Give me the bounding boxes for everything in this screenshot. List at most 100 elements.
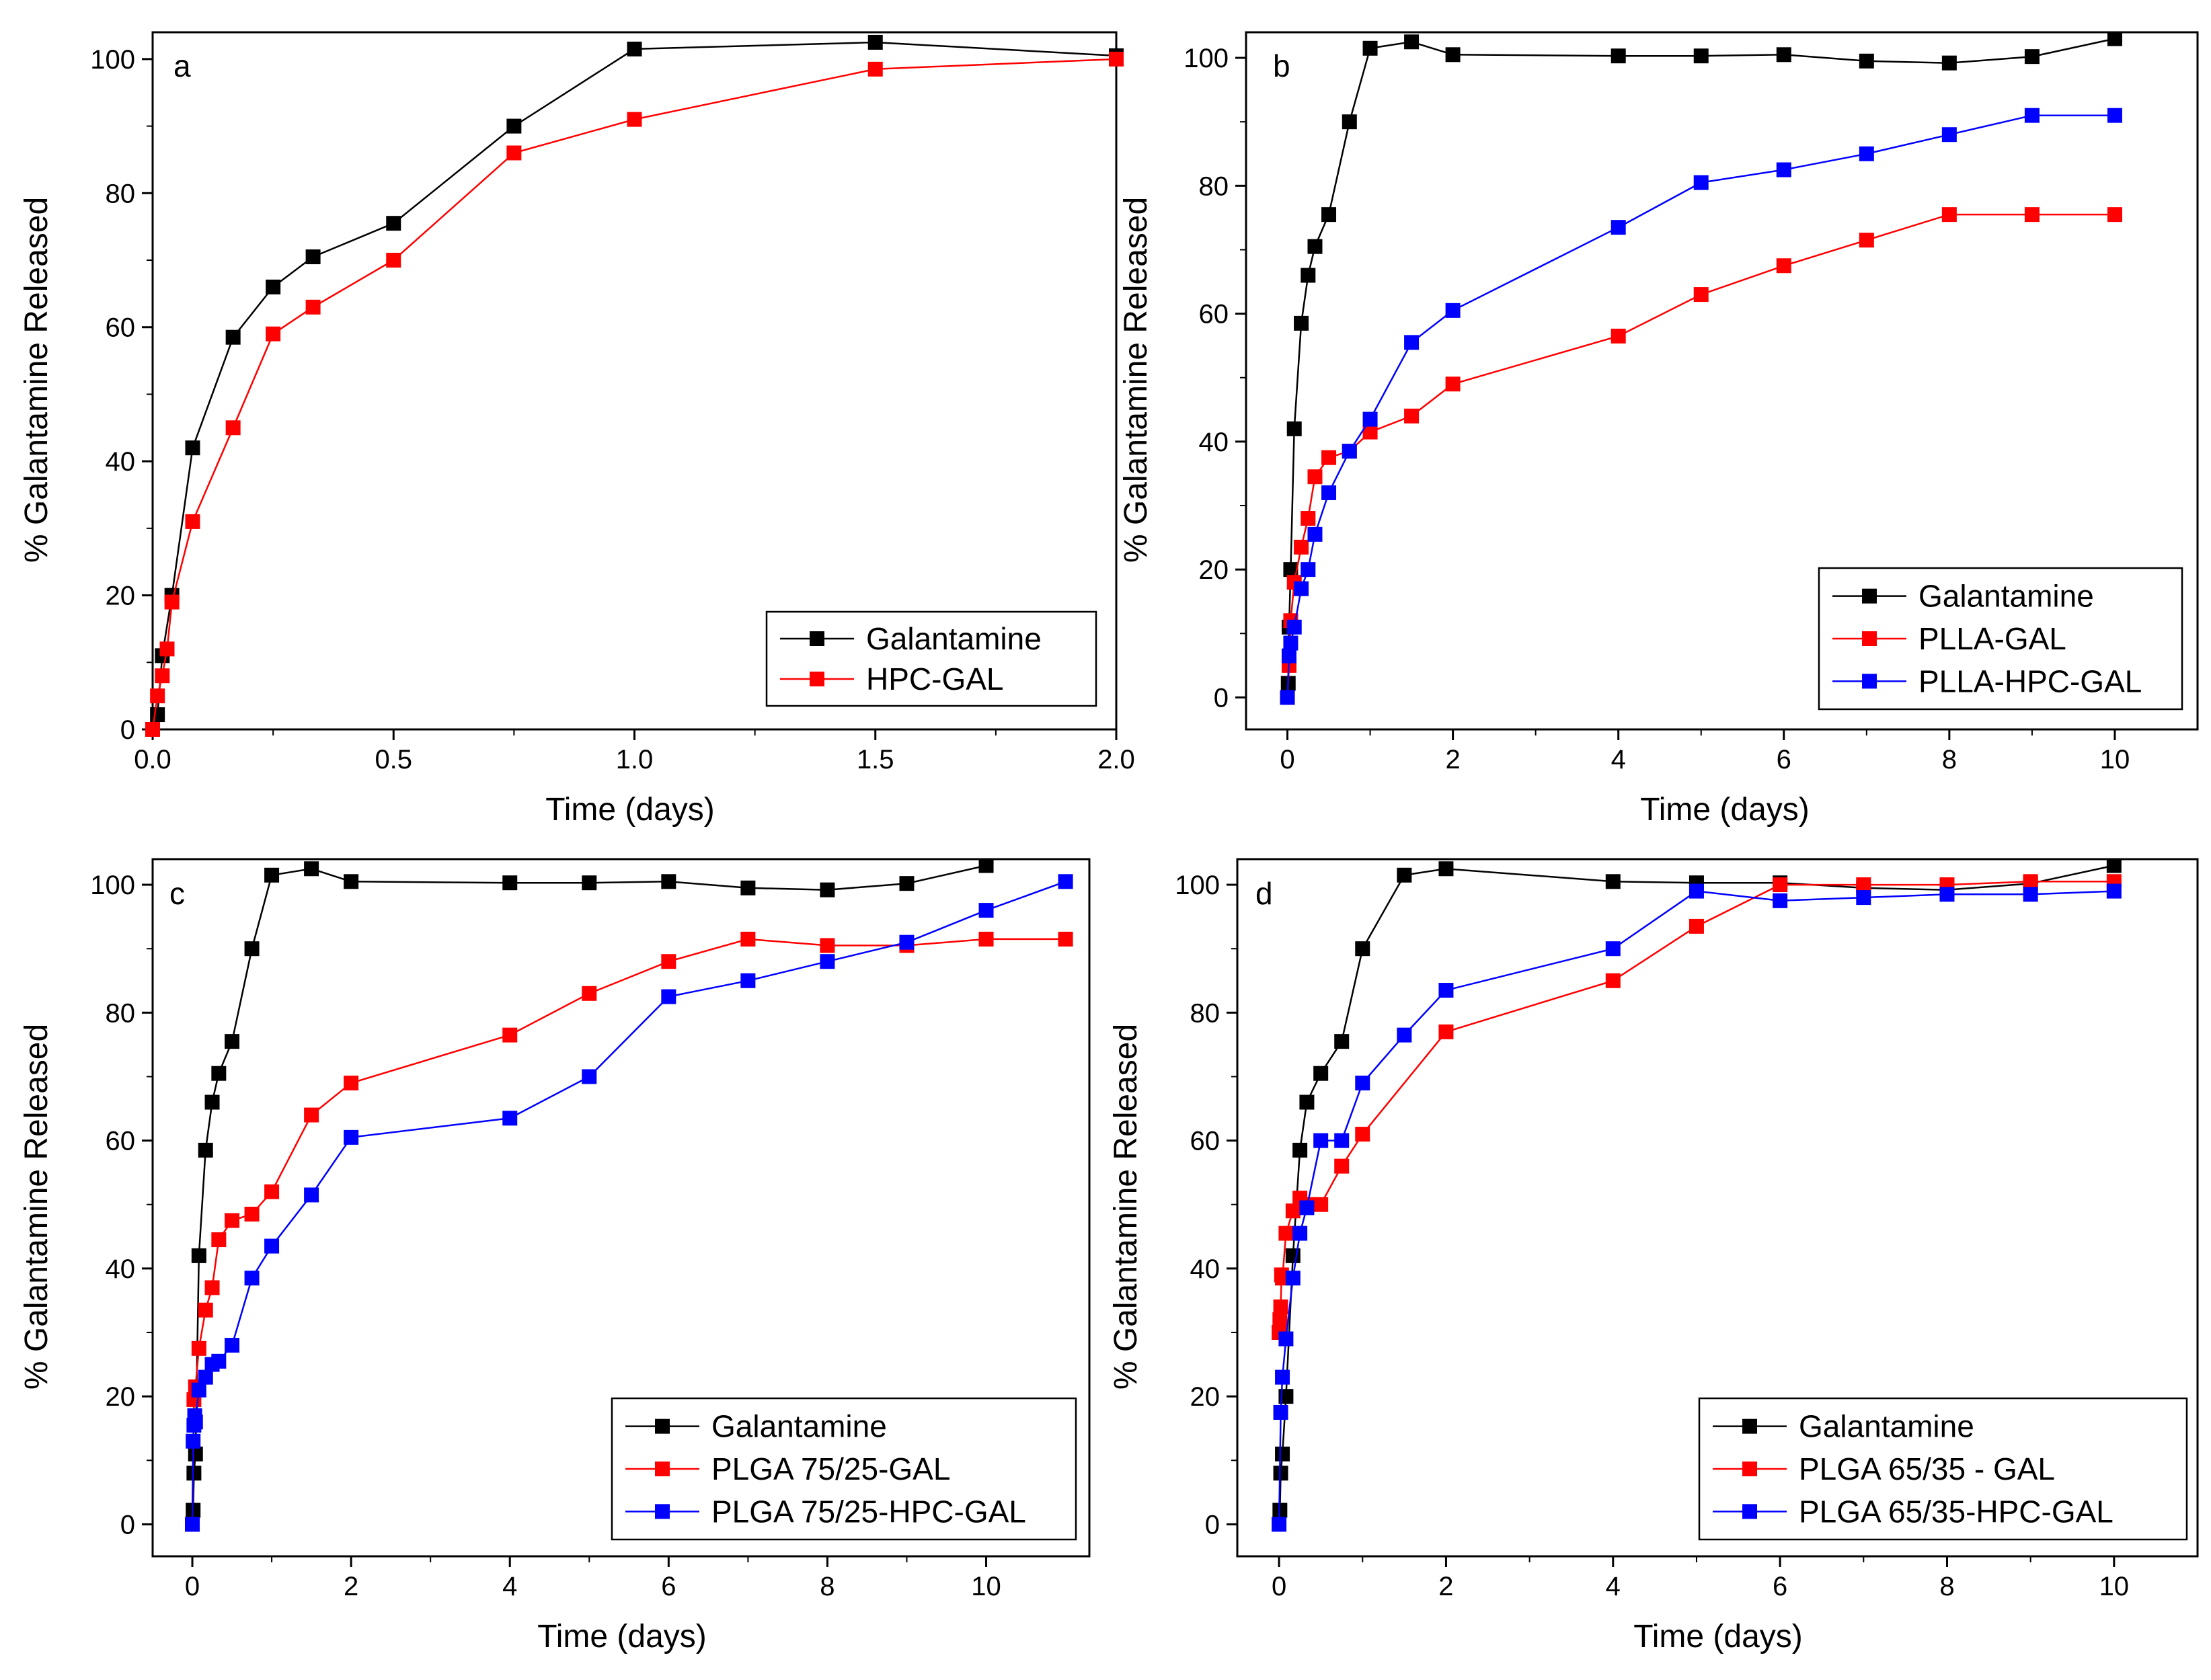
data-point	[1859, 233, 1874, 248]
data-point	[1859, 146, 1874, 161]
y-tick-label: 20	[1199, 555, 1229, 585]
data-point	[1278, 1226, 1294, 1241]
data-point	[1286, 421, 1302, 436]
panel-a: % Galantamine Released Time (days) a 0.0…	[19, 31, 1135, 828]
y-tick-label: 100	[90, 45, 135, 75]
data-point	[1273, 1299, 1288, 1314]
data-point	[225, 1338, 240, 1353]
data-point	[2024, 108, 2040, 123]
data-point	[150, 707, 165, 723]
y-tick-label: 100	[1184, 44, 1229, 73]
data-point	[899, 876, 915, 891]
data-point	[1058, 874, 1073, 889]
data-point	[1397, 867, 1412, 883]
data-point	[820, 954, 835, 969]
data-point	[1445, 47, 1461, 63]
y-tick-label: 80	[1199, 171, 1229, 201]
legend-entry: PLGA 75/25-GAL	[625, 1451, 950, 1486]
x-tick-label: 0.5	[375, 745, 412, 774]
data-point	[1285, 1248, 1301, 1263]
data-point	[1292, 1142, 1308, 1158]
data-point	[1776, 258, 1791, 274]
data-point	[150, 688, 165, 704]
data-point	[2107, 108, 2122, 123]
data-point	[1438, 861, 1454, 877]
data-point	[1334, 1034, 1350, 1049]
data-point	[1438, 983, 1454, 998]
y-tick-label: 0	[120, 1510, 135, 1539]
x-tick-label: 0.0	[134, 745, 171, 774]
data-point	[740, 931, 756, 947]
y-tick-label: 40	[106, 1254, 136, 1284]
y-tick-label: 40	[106, 447, 136, 477]
panel-label: a	[173, 48, 191, 83]
x-tick-label: 1.5	[857, 745, 894, 774]
data-point	[582, 875, 597, 891]
y-axis-title: % Galantamine Released	[19, 197, 54, 563]
data-point	[1605, 973, 1621, 988]
data-point	[2023, 874, 2038, 889]
series-2	[145, 51, 1124, 737]
data-point	[185, 1517, 200, 1532]
data-point	[1313, 1066, 1329, 1081]
data-point	[304, 1107, 319, 1123]
legend-label: Galantamine	[866, 621, 1042, 656]
data-point	[2107, 31, 2122, 46]
data-point	[1693, 48, 1709, 64]
data-point	[164, 594, 180, 610]
legend-entry: Galantamine	[1832, 579, 2094, 614]
data-point	[2106, 883, 2122, 899]
x-tick-label: 8	[1942, 745, 1957, 774]
legend-label: HPC-GAL	[866, 662, 1003, 696]
data-point	[211, 1232, 227, 1248]
x-tick-label: 0	[185, 1572, 200, 1601]
data-point	[1299, 1200, 1315, 1215]
data-point	[1301, 268, 1316, 283]
data-point	[1283, 635, 1298, 651]
legend-label: PLLA-HPC-GAL	[1918, 664, 2142, 698]
data-point	[225, 1034, 240, 1049]
data-point	[191, 1382, 206, 1398]
data-point	[506, 145, 522, 161]
y-tick-label: 0	[1214, 683, 1229, 713]
legend-entry: Galantamine	[625, 1409, 887, 1444]
legend-label: PLGA 75/25-HPC-GAL	[711, 1494, 1026, 1529]
data-point	[1275, 1369, 1290, 1385]
data-point	[186, 1466, 202, 1481]
data-point	[1859, 53, 1874, 69]
legend-entry: HPC-GAL	[780, 662, 1003, 696]
x-axis-title: Time (days)	[1640, 792, 1810, 828]
data-point	[1605, 941, 1621, 957]
data-point	[244, 1271, 260, 1286]
data-point	[867, 34, 883, 50]
data-point	[244, 941, 260, 957]
data-point	[1362, 424, 1378, 440]
data-point	[185, 440, 200, 456]
data-point	[191, 1341, 206, 1356]
x-tick-label: 6	[1777, 745, 1791, 774]
data-point	[978, 903, 994, 918]
data-point	[1109, 51, 1124, 67]
data-point	[1275, 1446, 1290, 1462]
data-point	[582, 1069, 597, 1084]
data-point	[185, 514, 200, 529]
data-point	[1689, 883, 1704, 899]
data-point	[1941, 127, 1957, 143]
plot-frame	[1236, 858, 2199, 1558]
data-point	[304, 1187, 319, 1203]
data-point	[344, 1129, 359, 1145]
data-point	[1362, 411, 1378, 427]
data-point	[304, 861, 319, 877]
y-tick-label: 80	[1190, 998, 1220, 1028]
data-point	[1355, 1075, 1370, 1090]
y-tick-label: 20	[106, 1382, 136, 1412]
x-axis-title: Time (days)	[545, 792, 715, 828]
data-point	[1272, 1312, 1288, 1327]
y-axis-title: % Galantamine Released	[1118, 197, 1154, 563]
data-point	[1939, 887, 1955, 902]
data-point	[1299, 1094, 1315, 1110]
data-point	[1355, 941, 1370, 957]
legend-marker	[1862, 674, 1877, 689]
x-tick-label: 2	[1445, 745, 1460, 774]
legend-marker	[1742, 1418, 1757, 1434]
